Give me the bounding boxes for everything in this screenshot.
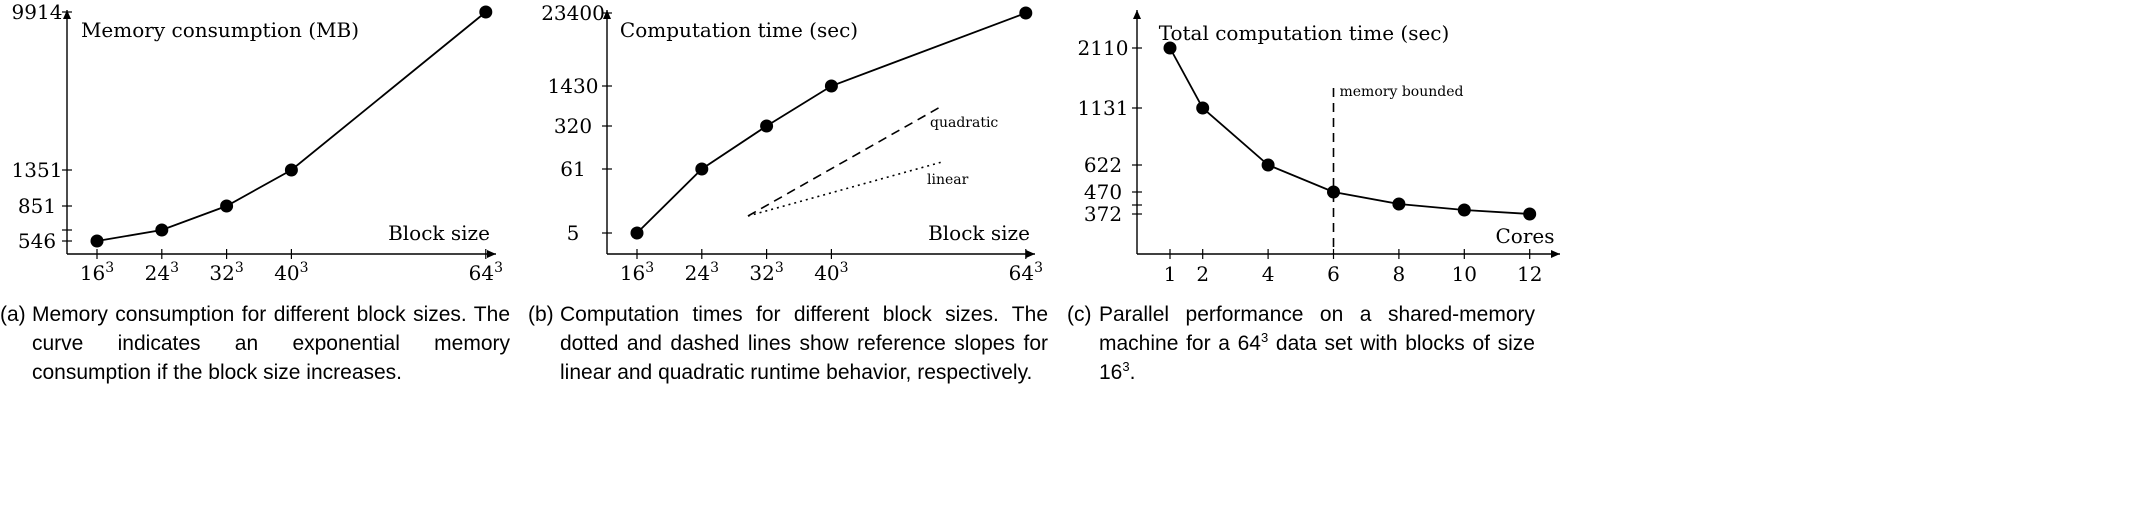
b-series-point-2 — [760, 119, 774, 133]
c-series-point-1 — [1196, 101, 1210, 115]
c-series-line — [1169, 47, 1530, 215]
c-series-point-0 — [1163, 41, 1177, 55]
c-xtick-label-2: 4 — [1262, 262, 1275, 286]
c-ytick-label-0: 2110 — [1078, 36, 1129, 60]
c-ytick-label-1: 1131 — [1078, 96, 1129, 120]
c-series-point-6 — [1523, 207, 1537, 221]
caption-c-tag: (c) — [1067, 303, 1092, 326]
b-linear-label: linear — [927, 172, 969, 188]
c-ytick-label-3: 470 — [1084, 180, 1122, 204]
caption-a-tag: (a) — [0, 303, 26, 326]
b-series-point-1 — [695, 162, 709, 176]
c-ytick-label-4: 372 — [1084, 202, 1122, 226]
caption-b-tag: (b) — [528, 303, 554, 326]
a-title: Memory consumption (MB) — [81, 18, 359, 42]
c-series-point-2 — [1261, 158, 1275, 172]
caption-c: (c) Parallel performance on a shared-mem… — [1067, 300, 1535, 387]
a-series-point-1 — [155, 223, 169, 237]
caption-a: (a) Memory consumption for different blo… — [0, 300, 510, 387]
b-x-axis-arrowhead — [1026, 250, 1035, 258]
c-xtick-label-4: 8 — [1393, 262, 1406, 286]
b-xtick-label-0: 163 — [620, 260, 654, 285]
c-series-point-5 — [1457, 203, 1471, 217]
c-y-axis-arrowhead — [1133, 10, 1141, 19]
b-ytick-label-1: 61 — [560, 157, 585, 181]
a-xtick-label-3: 403 — [274, 260, 308, 285]
a-series-line — [96, 11, 487, 242]
b-y-axis-arrowhead — [603, 10, 611, 19]
caption-c-sup1: 3 — [1261, 330, 1269, 345]
a-xtick-label-0: 163 — [80, 260, 114, 285]
c-xtick-label-5: 10 — [1452, 262, 1477, 286]
b-xtick-label-2: 323 — [749, 260, 783, 285]
c-title: Total computation time (sec) — [1159, 21, 1450, 45]
a-xlabel: Block size — [388, 221, 490, 245]
a-series-point-3 — [284, 163, 298, 177]
b-ytick-label-2: 320 — [554, 114, 592, 138]
b-linear-ref-line — [747, 161, 943, 217]
c-memory-bounded-label: memory bounded — [1340, 84, 1464, 100]
b-xtick-label-1: 243 — [685, 260, 719, 285]
c-ytick-label-2: 622 — [1084, 153, 1122, 177]
a-y-axis-arrowhead — [63, 10, 71, 19]
a-series-point-0 — [90, 234, 104, 248]
b-series-point-4 — [1019, 6, 1033, 20]
a-series-point-2 — [220, 199, 234, 213]
a-xtick-label-1: 243 — [145, 260, 179, 285]
a-ytick-label-3: 9914 — [12, 0, 63, 24]
a-x-axis-arrowhead — [487, 250, 496, 258]
a-ytick-label-0: 546 — [18, 229, 56, 253]
b-ytick-label-4: 23400 — [541, 1, 605, 25]
a-xtick-label-4: 643 — [469, 260, 503, 285]
b-xtick-label-4: 643 — [1009, 260, 1043, 285]
c-series-point-3 — [1327, 185, 1340, 199]
b-quadratic-ref-line — [747, 105, 943, 217]
caption-c-part3: . — [1129, 361, 1136, 384]
a-series-point-4 — [479, 5, 493, 19]
b-ytick-label-3: 1430 — [548, 74, 599, 98]
b-xtick-label-3: 403 — [814, 260, 848, 285]
caption-b-text: Computation times for different block si… — [560, 303, 1048, 384]
b-title: Computation time (sec) — [620, 18, 858, 42]
c-xtick-label-1: 2 — [1196, 262, 1209, 286]
c-xtick-label-0: 1 — [1164, 262, 1177, 286]
c-xtick-label-3: 6 — [1327, 262, 1340, 286]
caption-c-part1: Parallel performance on a shared-memory … — [1099, 303, 1535, 355]
b-series-point-0 — [630, 226, 644, 240]
caption-a-text: Memory consumption for different block s… — [32, 303, 510, 384]
c-xlabel: Cores — [1495, 224, 1554, 248]
b-series-point-3 — [824, 79, 838, 93]
c-series-point-4 — [1392, 197, 1406, 211]
b-quadratic-label: quadratic — [930, 115, 998, 131]
caption-c-sup2: 3 — [1122, 359, 1130, 374]
caption-c-text: Parallel performance on a shared-memory … — [1099, 300, 1535, 387]
a-xtick-label-2: 323 — [209, 260, 243, 285]
caption-b: (b) Computation times for different bloc… — [528, 300, 1048, 387]
c-xtick-label-6: 12 — [1517, 262, 1542, 286]
a-ytick-label-2: 1351 — [12, 158, 63, 182]
b-xlabel: Block size — [928, 221, 1030, 245]
b-ytick-label-0: 5 — [567, 221, 580, 245]
a-ytick-label-1: 851 — [18, 194, 56, 218]
caption-c-part2: data set with blocks of size 16 — [1099, 332, 1535, 384]
c-x-axis-arrowhead — [1551, 250, 1560, 258]
